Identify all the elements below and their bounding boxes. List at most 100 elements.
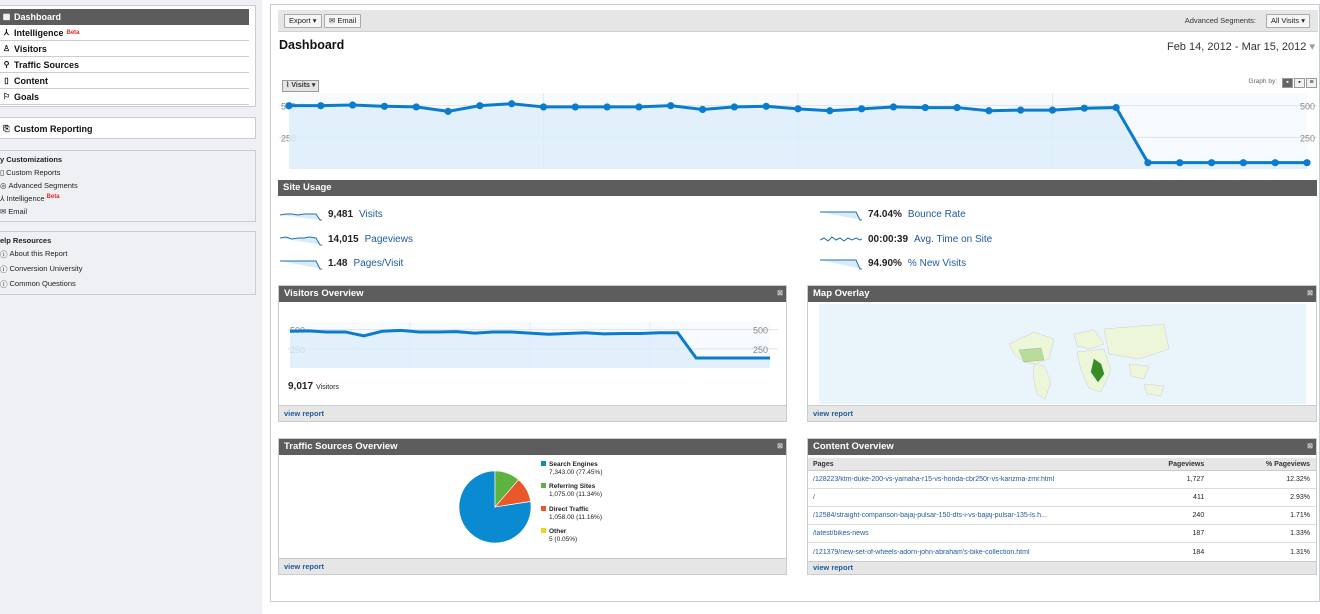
close-icon[interactable]: ⊠ — [1307, 443, 1313, 450]
graph-by-label: Graph by: — [1248, 78, 1277, 85]
nav-item-content[interactable]: ▯ Content — [0, 73, 249, 89]
data-point — [1112, 103, 1120, 112]
metric-link[interactable]: Pageviews — [364, 233, 413, 245]
main-nav: ▦ Dashboard ⅄ Intelligence Beta ♙ Visitors ⚲… — [0, 5, 256, 107]
metric-link[interactable]: Visits — [359, 208, 383, 220]
graph-by-options: ▪ ▪ ≡ — [1282, 78, 1317, 88]
metric-new-visits[interactable]: 94.90%% New Visits — [820, 256, 966, 270]
flag-icon: ⚐ — [2, 91, 11, 101]
customizations-box: y Customizations ▯ Custom Reports ◎ Advanc… — [0, 150, 256, 222]
sparkline — [820, 211, 862, 221]
data-point — [1207, 159, 1216, 167]
view-report-link[interactable]: view report — [284, 409, 325, 418]
data-point — [698, 105, 707, 114]
segment-icon: ◎ — [0, 181, 7, 190]
legend-direct-traffic: Direct Traffic 1,058.00 (11.16%) — [541, 506, 602, 522]
help-icon: ⓘ — [0, 265, 8, 274]
date-range-picker[interactable]: Feb 14, 2012 - Mar 15, 2012 ▾ — [1166, 41, 1315, 53]
metric-avg-time[interactable]: 00:00:39 Avg. Time on Site — [820, 232, 992, 246]
data-point — [444, 107, 452, 115]
traffic-sources-header[interactable]: Traffic Sources Overview ⊠ — [279, 439, 786, 455]
view-report-link[interactable]: view report — [813, 409, 854, 418]
graph-by-week-button[interactable]: ▪ — [1294, 78, 1305, 88]
metric-link[interactable]: Pages/Visit — [353, 257, 404, 269]
close-icon[interactable]: ⊠ — [777, 290, 783, 297]
link-intelligence[interactable]: ⅄ Intelligence Beta — [0, 194, 60, 203]
link-advanced-segments[interactable]: ◎ Advanced Segments — [0, 181, 78, 190]
data-point — [635, 103, 643, 111]
nav-item-goals[interactable]: ⚐ Goals — [0, 89, 249, 105]
map-footer: view report — [808, 405, 1316, 421]
line-chart-icon: ⌇ — [286, 82, 290, 89]
close-icon[interactable]: ⊠ — [777, 443, 783, 450]
data-point — [1080, 104, 1088, 112]
nav-item-custom-reporting[interactable]: ⎘ Custom Reporting — [0, 121, 249, 137]
data-point — [985, 107, 993, 115]
metric-pages-visit[interactable]: 1.48 Pages/Visit — [280, 256, 403, 270]
visitors-footer: view report — [279, 405, 786, 421]
help-icon: ⓘ — [0, 250, 8, 259]
pie-slice — [494, 501, 531, 508]
link-about-report[interactable]: ⓘ About this Report — [0, 249, 68, 259]
data-point — [380, 102, 389, 110]
content-overview-header[interactable]: Content Overview ⊠ — [808, 439, 1316, 455]
customizations-heading: y Customizations — [0, 155, 63, 164]
view-report-link[interactable]: view report — [813, 563, 854, 572]
nav-item-visitors[interactable]: ♙ Visitors — [0, 41, 249, 57]
page-link[interactable]: /128223/ktm-duke-200-vs-yamaha-r15-vs-ho… — [813, 476, 1055, 483]
sparkline — [280, 260, 322, 270]
nav-item-intelligence[interactable]: ⅄ Intelligence Beta — [0, 25, 249, 41]
link-email[interactable]: ✉ Email — [0, 207, 28, 216]
close-icon[interactable]: ⊠ — [1307, 290, 1313, 297]
data-point — [476, 102, 484, 110]
table-row: /121379/new-set-of-wheels-adorn-john-abr… — [808, 543, 1316, 561]
sparkline — [820, 259, 862, 270]
page-title: Dashboard — [279, 38, 345, 52]
series-area — [289, 103, 1307, 169]
sidebar: ▦ Dashboard ⅄ Intelligence Beta ♙ Visitors ⚲… — [0, 0, 262, 614]
metric-link[interactable]: Bounce Rate — [907, 208, 966, 220]
link-custom-reports[interactable]: ▯ Custom Reports — [0, 168, 61, 177]
graph-by-day-button[interactable]: ▪ — [1282, 78, 1293, 88]
metric-link[interactable]: % New Visits — [907, 257, 967, 269]
visitors-overview-header[interactable]: Visitors Overview ⊠ — [279, 286, 786, 302]
legend-other: Other 5 (0.05%) — [541, 528, 577, 544]
link-conversion-university[interactable]: ⓘ Conversion University — [0, 264, 83, 274]
metric-visits[interactable]: 9,481 Visits — [280, 207, 383, 221]
data-point — [349, 101, 357, 109]
export-button[interactable]: Export ▾ — [284, 14, 322, 28]
link-common-questions[interactable]: ⓘ Common Questions — [0, 279, 76, 289]
help-box: elp Resources ⓘ About this Report ⓘ Conver… — [0, 231, 256, 295]
data-point — [1303, 159, 1311, 167]
view-report-link[interactable]: view report — [284, 562, 325, 571]
table-row: /128223/ktm-duke-200-vs-yamaha-r15-vs-ho… — [808, 471, 1316, 489]
nav-item-dashboard[interactable]: ▦ Dashboard — [0, 9, 249, 25]
chevron-down-icon: ▾ — [312, 16, 317, 25]
y-tick-right: 500 — [1300, 102, 1315, 112]
beta-badge: Beta — [46, 194, 60, 200]
data-point — [571, 103, 579, 111]
page-link[interactable]: /latest/bikes-news — [813, 530, 869, 537]
chevron-down-icon: ▾ — [1309, 41, 1315, 53]
metric-selector[interactable]: ⌇ Visits ▾ — [282, 80, 320, 92]
nav-item-traffic-sources[interactable]: ⚲ Traffic Sources — [0, 57, 249, 73]
metric-pageviews[interactable]: 14,015 Pageviews — [280, 232, 413, 246]
metric-link[interactable]: Avg. Time on Site — [914, 233, 993, 245]
table-header: Pages Pageviews% Pageviews — [808, 458, 1316, 471]
metric-bounce-rate[interactable]: 74.04% Bounce Rate — [820, 207, 966, 221]
chevron-down-icon: ▾ — [1301, 16, 1305, 25]
world-map[interactable] — [819, 304, 1306, 404]
data-point — [1144, 159, 1152, 167]
table-row: /12584/straight-comparison-bajaj-pulsar-… — [808, 507, 1316, 525]
data-point — [826, 107, 834, 115]
page-link[interactable]: /121379/new-set-of-wheels-adorn-john-abr… — [813, 548, 1030, 556]
data-point — [1048, 106, 1057, 114]
page-link[interactable]: / — [813, 494, 815, 501]
map-overlay-header[interactable]: Map Overlay ⊠ — [808, 286, 1316, 302]
segments-dropdown[interactable]: All Visits ▾ — [1265, 14, 1310, 28]
page-link[interactable]: /12584/straight-comparison-bajaj-pulsar-… — [813, 512, 1047, 519]
report-icon: ▯ — [0, 168, 5, 177]
graph-by-month-button[interactable]: ≡ — [1306, 78, 1317, 88]
email-button[interactable]: ✉ Email — [324, 14, 362, 28]
person-icon: ♙ — [2, 43, 11, 53]
